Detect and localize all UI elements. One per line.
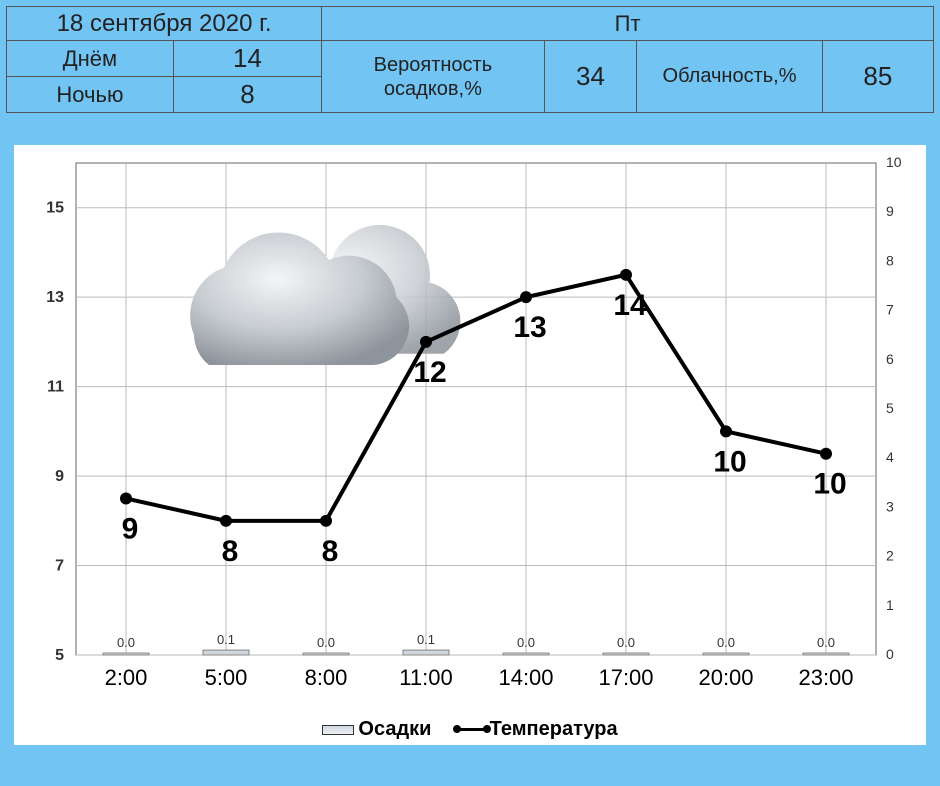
svg-text:13: 13 — [513, 311, 546, 344]
svg-text:9: 9 — [55, 468, 64, 485]
svg-text:2:00: 2:00 — [105, 665, 148, 690]
night-label: Ночью — [7, 77, 174, 113]
date-cell: 18 сентября 2020 г. — [7, 7, 322, 41]
svg-text:10: 10 — [813, 468, 846, 501]
svg-text:14:00: 14:00 — [498, 665, 553, 690]
svg-text:8:00: 8:00 — [305, 665, 348, 690]
svg-text:11:00: 11:00 — [399, 665, 452, 690]
night-temp: 8 — [173, 77, 321, 113]
temp-legend-label: Температура — [490, 718, 618, 740]
chart-svg: 5791113150123456789102:005:008:0011:0014… — [14, 145, 926, 705]
svg-text:3: 3 — [886, 498, 894, 514]
svg-text:0.0: 0.0 — [617, 635, 635, 650]
day-temp: 14 — [173, 41, 321, 77]
svg-text:23:00: 23:00 — [798, 665, 853, 690]
svg-text:5: 5 — [55, 647, 64, 664]
precip-prob: 34 — [544, 41, 637, 113]
svg-text:10: 10 — [713, 445, 746, 478]
svg-text:0.0: 0.0 — [117, 635, 135, 650]
header-table: 18 сентября 2020 г. Пт Днём 14 Вероятнос… — [6, 6, 934, 113]
svg-text:11: 11 — [47, 379, 64, 396]
precip-prob-label: Вероятность осадков,% — [322, 41, 544, 113]
svg-text:20:00: 20:00 — [698, 665, 753, 690]
svg-text:5: 5 — [886, 400, 894, 416]
svg-text:13: 13 — [46, 289, 64, 306]
svg-text:0: 0 — [886, 646, 894, 662]
day-label: Днём — [7, 41, 174, 77]
svg-text:0.0: 0.0 — [517, 635, 535, 650]
svg-text:15: 15 — [46, 200, 64, 217]
svg-text:7: 7 — [886, 302, 894, 318]
svg-text:9: 9 — [886, 203, 894, 219]
svg-text:6: 6 — [886, 351, 894, 367]
cloud-value: 85 — [822, 41, 933, 113]
svg-text:9: 9 — [122, 512, 139, 545]
svg-text:0.0: 0.0 — [317, 635, 335, 650]
svg-text:14: 14 — [613, 289, 647, 322]
cloud-label: Облачность,% — [637, 41, 822, 113]
svg-text:8: 8 — [886, 252, 894, 268]
svg-text:4: 4 — [886, 449, 894, 465]
svg-text:8: 8 — [322, 535, 339, 568]
temp-legend-icon — [457, 728, 487, 731]
svg-text:0.1: 0.1 — [417, 632, 435, 647]
weekday-cell: Пт — [322, 7, 934, 41]
svg-text:2: 2 — [886, 548, 894, 564]
svg-text:0.0: 0.0 — [817, 635, 835, 650]
svg-text:10: 10 — [886, 154, 902, 170]
precip-legend-icon — [322, 725, 354, 735]
svg-text:12: 12 — [413, 356, 446, 389]
svg-text:0.0: 0.0 — [717, 635, 735, 650]
svg-text:0.1: 0.1 — [217, 632, 235, 647]
svg-text:17:00: 17:00 — [598, 665, 653, 690]
chart-container: 5791113150123456789102:005:008:0011:0014… — [14, 145, 926, 745]
legend: Осадки Температура — [14, 718, 926, 741]
svg-text:5:00: 5:00 — [205, 665, 248, 690]
svg-text:8: 8 — [222, 535, 239, 568]
precip-legend-label: Осадки — [358, 718, 431, 740]
svg-text:1: 1 — [886, 597, 894, 613]
svg-text:7: 7 — [55, 558, 64, 575]
